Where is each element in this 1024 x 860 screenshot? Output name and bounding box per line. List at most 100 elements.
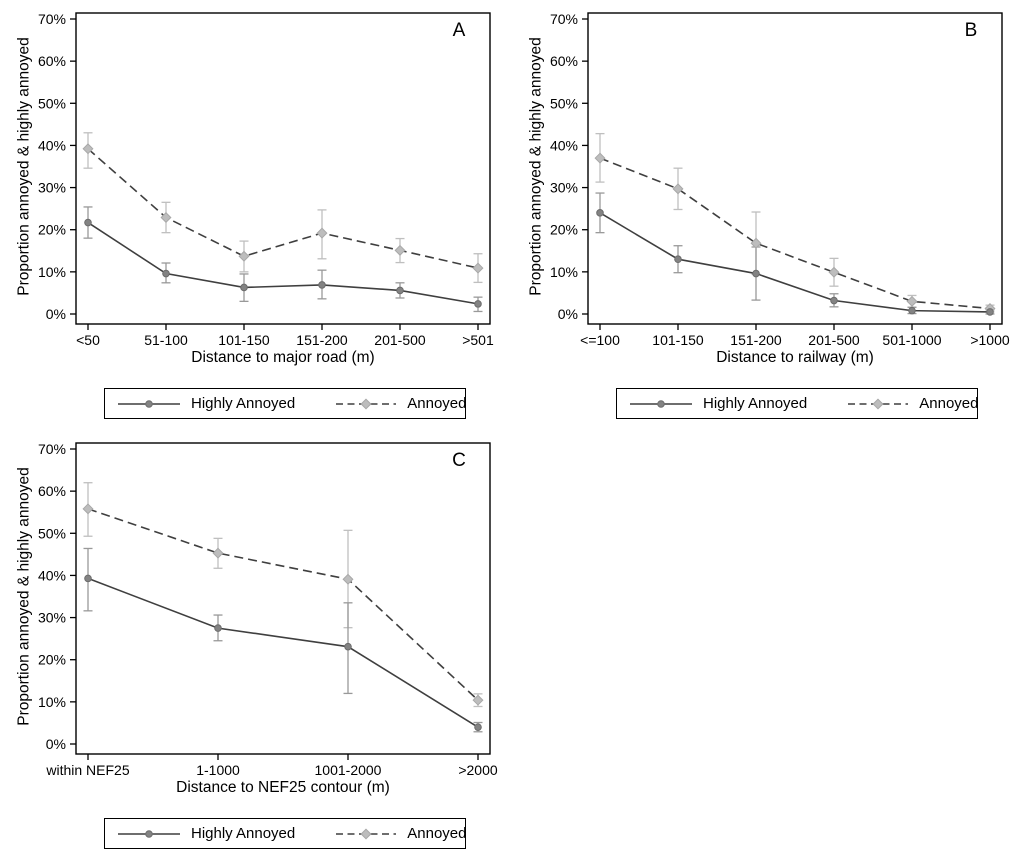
y-tick-label: 20% [38,222,66,238]
panel-b-legend: Highly Annoyed Annoyed [616,388,978,419]
x-axis: <50 51-100 101-150 151-200 201-500 >501 [76,324,494,348]
solid-line-circle-marker-icon [118,399,180,408]
x-tick-label: 501-1000 [882,332,941,348]
circle-marker-icon [396,286,404,295]
diamond-marker-icon [472,694,484,706]
y-tick-label: 60% [550,53,578,69]
circle-marker-icon [474,723,482,731]
line-highly-annoyed [87,221,479,305]
x-tick-label: within NEF25 [45,762,129,778]
y-tick-label: 10% [550,264,578,280]
markers-highly-annoyed [84,574,482,731]
diamond-marker-icon [472,262,484,274]
y-tick-label: 0% [46,736,66,752]
x-axis: within NEF25 1-1000 1001-2000 >2000 [45,754,498,778]
diamond-marker-icon [342,573,354,585]
line-annoyed [87,148,479,269]
panel-a-legend-label-annoyed: Annoyed [407,395,467,412]
panel-b-x-axis-title: Distance to railway (m) [716,349,874,366]
x-tick-label: 201-500 [808,332,860,348]
diamond-marker-icon [394,244,406,256]
circle-marker-icon [908,306,916,315]
diamond-marker-icon [316,227,328,239]
error-bars-highly-annoyed [595,192,995,315]
panel-b-legend-label-highly-annoyed: Highly Annoyed [703,395,808,412]
circle-marker-icon [474,300,482,308]
y-axis: 0% 10% 20% 30% 40% 50% 60% 70% [550,11,588,322]
y-tick-label: 60% [38,483,66,499]
y-tick-label: 50% [38,95,66,111]
y-tick-label: 30% [38,610,66,626]
y-tick-label: 0% [558,306,578,322]
diamond-marker-icon [82,143,94,155]
line-highly-annoyed [599,212,991,313]
x-tick-label: 1-1000 [196,762,240,778]
y-axis: 0% 10% 20% 30% 40% 50% 60% 70% [38,11,76,322]
circle-marker-icon [318,281,326,289]
circle-marker-icon [674,255,682,264]
circle-marker-icon [162,269,170,278]
y-tick-label: 30% [550,180,578,196]
plot-border [75,12,491,325]
x-tick-label: >2000 [458,762,498,778]
x-tick-label: <=100 [580,332,620,348]
y-tick-label: 20% [38,652,66,668]
x-tick-label: 101-150 [218,332,270,348]
dashed-line-diamond-marker-icon [336,827,397,840]
panel-c-legend-label-highly-annoyed: Highly Annoyed [191,825,296,842]
line-annoyed [599,157,991,310]
diamond-marker-icon [672,183,684,195]
panel-a-legend: Highly Annoyed Annoyed [104,388,466,419]
x-tick-label: 201-500 [374,332,426,348]
dashed-line-diamond-marker-icon [336,397,397,410]
panel-c: 0% 10% 20% 30% 40% 50% 60% 70% within NEF25 1-100… [0,430,512,860]
solid-line-circle-marker-icon [118,829,180,838]
diamond-marker-icon [750,237,762,249]
y-tick-label: 40% [38,137,66,153]
y-tick-label: 60% [38,53,66,69]
x-tick-label: 51-100 [144,332,188,348]
x-tick-label: >1000 [970,332,1010,348]
markers-highly-annoyed [596,209,994,316]
diamond-marker-icon [160,211,172,224]
panel-a-letter: A [452,20,466,41]
x-tick-label: <50 [76,332,100,348]
y-tick-label: 0% [46,306,66,322]
diamond-marker-icon [828,266,840,278]
diamond-marker-icon [238,250,250,262]
panel-c-x-axis-title: Distance to NEF25 contour (m) [176,779,390,796]
panel-c-letter: C [452,450,466,471]
circle-marker-icon [830,296,838,305]
diamond-marker-icon [82,503,94,515]
plot-border [587,12,1003,325]
y-tick-label: 70% [38,441,66,457]
x-tick-label: 151-200 [296,332,348,348]
markers-annoyed [82,143,484,274]
plot-border [75,442,491,755]
circle-marker-icon [84,574,92,583]
circle-marker-icon [344,642,352,651]
circle-marker-icon [214,624,222,632]
circle-marker-icon [986,308,994,316]
y-tick-label: 50% [550,95,578,111]
y-tick-label: 40% [38,567,66,583]
markers-highly-annoyed [84,218,482,308]
circle-marker-icon [240,283,248,292]
x-tick-label: >501 [462,332,494,348]
panel-c-legend: Highly Annoyed Annoyed [104,818,466,849]
panel-b-y-axis-title: Proportion annoyed & highly annoyed [527,37,545,296]
circle-marker-icon [596,209,604,217]
panel-c-plot-area: 0% 10% 20% 30% 40% 50% 60% 70% within NEF25 1-100… [38,441,498,778]
panel-a-plot-area: 0% 10% 20% 30% 40% 50% 60% 70% <50 51-100 101-150 1… [38,11,494,348]
solid-line-circle-marker-icon [630,399,692,408]
dashed-line-diamond-marker-icon [848,397,909,410]
line-annoyed [87,508,479,701]
error-bars-annoyed [83,482,483,708]
diamond-marker-icon [594,152,606,164]
y-tick-label: 10% [38,694,66,710]
y-tick-label: 50% [38,525,66,541]
y-tick-label: 40% [550,137,578,153]
y-tick-label: 10% [38,264,66,280]
panel-a-y-axis-title: Proportion annoyed & highly annoyed [15,37,33,296]
